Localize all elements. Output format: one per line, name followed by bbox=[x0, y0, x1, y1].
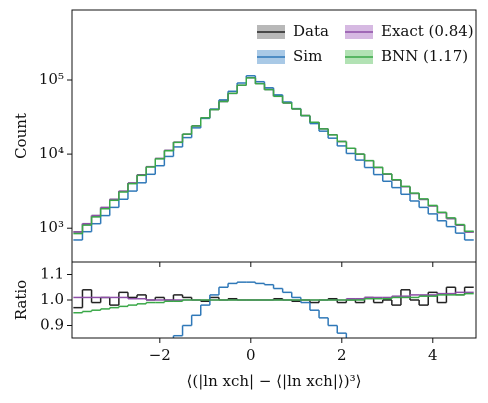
legend-label: Sim bbox=[293, 47, 322, 65]
x-tick-label: 4 bbox=[428, 346, 438, 364]
legend-label: BNN (1.17) bbox=[381, 47, 468, 65]
y-tick-label: 10³ bbox=[39, 218, 64, 236]
legend: Data Sim Exact (0.84) BNN (1.17) bbox=[257, 22, 474, 65]
legend-label: Exact (0.84) bbox=[381, 22, 474, 40]
x-tick-label: 2 bbox=[337, 346, 347, 364]
y-tick-label: 10⁴ bbox=[39, 144, 64, 162]
y-tick-label: 10⁵ bbox=[39, 70, 64, 88]
y-tick-label: 0.9 bbox=[40, 316, 64, 334]
y-tick-label: 1.0 bbox=[40, 290, 64, 308]
x-axis-label: ⟨(|ln xch| − ⟨|ln xch|⟩)³⟩ bbox=[187, 372, 362, 390]
legend-label: Data bbox=[293, 22, 329, 40]
ratio-plot bbox=[73, 281, 474, 338]
y-tick-label: 1.1 bbox=[40, 264, 64, 282]
main-plot bbox=[73, 75, 474, 241]
y-axis-label: Count bbox=[12, 113, 30, 159]
x-tick-label: 0 bbox=[246, 346, 256, 364]
y-axis-label: Ratio bbox=[12, 280, 30, 320]
x-tick-label: −2 bbox=[149, 346, 171, 364]
